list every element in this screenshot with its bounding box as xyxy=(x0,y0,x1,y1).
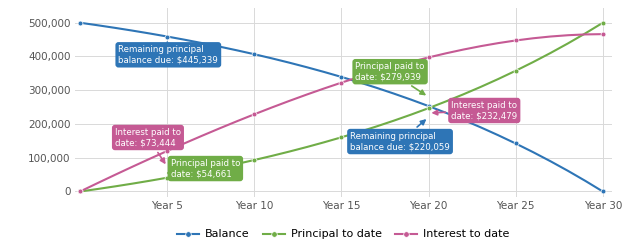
Text: Remaining principal
balance due: $445,339: Remaining principal balance due: $445,33… xyxy=(119,42,218,65)
Text: Interest paid to
date: $232,479: Interest paid to date: $232,479 xyxy=(433,101,517,120)
Text: Principal paid to
date: $54,661: Principal paid to date: $54,661 xyxy=(168,159,240,178)
Text: Interest paid to
date: $73,444: Interest paid to date: $73,444 xyxy=(115,128,181,163)
Text: Principal paid to
date: $279,939: Principal paid to date: $279,939 xyxy=(356,62,425,94)
Text: Remaining principal
balance due: $220,059: Remaining principal balance due: $220,05… xyxy=(350,120,450,151)
Legend: Balance, Principal to date, Interest to date: Balance, Principal to date, Interest to … xyxy=(173,225,514,244)
